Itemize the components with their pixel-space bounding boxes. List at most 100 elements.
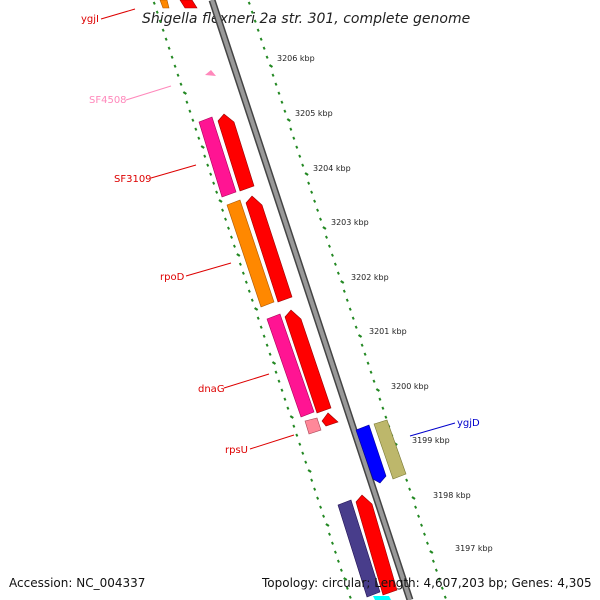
left-ruler-tick [206, 163, 210, 167]
right-ruler-tick [360, 343, 364, 347]
right-ruler-tick [250, 10, 254, 14]
left-ruler-tick [304, 460, 308, 464]
right-ruler-tick [283, 109, 287, 113]
right-ruler-tick [330, 253, 334, 257]
left-ruler-tick [289, 415, 294, 419]
left-ruler-tick [307, 469, 312, 473]
left-ruler-tick [238, 262, 242, 266]
gene-label-ygjD[interactable]: ygjD [457, 418, 480, 429]
right-ruler-tick [405, 478, 409, 482]
left-ruler-tick [227, 226, 231, 230]
right-ruler-tick [443, 595, 447, 599]
right-ruler-tick [351, 316, 355, 320]
right-ruler-tick [437, 577, 441, 581]
ruler-track [152, 1, 447, 599]
right-ruler-tick [381, 406, 385, 410]
left-ruler-tick [310, 478, 314, 482]
right-ruler-tick [414, 505, 418, 509]
left-ruler-tick [274, 370, 278, 374]
left-ruler-tick [262, 334, 266, 338]
gene-red-2[interactable] [217, 113, 255, 192]
gene-orange-top[interactable] [159, 0, 170, 9]
right-ruler-tick [271, 73, 275, 77]
gene-ygjD[interactable] [373, 419, 407, 480]
gene-blue[interactable] [355, 424, 387, 484]
gene-red-5[interactable] [321, 412, 339, 427]
right-ruler-tick [369, 370, 373, 374]
right-ruler-tick [304, 172, 309, 176]
ruler-label-3206: 3206 kbp [277, 54, 315, 63]
left-ruler-tick [292, 424, 296, 428]
right-ruler-tick [277, 91, 281, 95]
ruler-label-3203: 3203 kbp [331, 218, 369, 227]
gene-label-rpoD[interactable]: rpoD [160, 272, 185, 283]
right-ruler-tick [280, 100, 284, 104]
gene-cyan-bottom[interactable] [373, 596, 391, 600]
right-ruler-tick [262, 46, 266, 50]
right-ruler-tick [357, 334, 363, 338]
left-ruler-tick [265, 343, 269, 347]
right-ruler-tick [265, 55, 269, 59]
ruler-label-3201: 3201 kbp [369, 327, 407, 336]
right-ruler-tick [440, 586, 444, 590]
right-ruler-tick [411, 496, 416, 500]
right-ruler-tick [366, 361, 370, 365]
left-ruler-tick [200, 145, 205, 149]
left-ruler-tick [215, 190, 219, 194]
left-ruler-tick [161, 28, 165, 32]
gene-red-4[interactable] [284, 309, 332, 414]
gene-features [159, 0, 407, 600]
gene-label-SF4508[interactable]: SF4508 [89, 95, 127, 106]
left-ruler-tick [197, 136, 201, 140]
right-ruler-tick [316, 208, 320, 212]
gene-rpoD[interactable] [226, 199, 275, 308]
left-ruler-tick [286, 406, 290, 410]
left-ruler-tick [336, 559, 340, 563]
ruler-label-3197: 3197 kbp [455, 544, 493, 553]
left-ruler-tick [339, 568, 343, 572]
gene-red-6[interactable] [355, 494, 398, 596]
gene-label-dnaG[interactable]: dnaG [198, 384, 225, 395]
gene-rpsU[interactable] [304, 417, 322, 435]
left-ruler-tick [176, 73, 180, 77]
left-ruler-tick [280, 388, 284, 392]
left-ruler-tick [333, 550, 337, 554]
right-ruler-tick [259, 37, 263, 41]
left-ruler-tick [325, 523, 330, 527]
right-ruler-tick [295, 145, 299, 149]
left-ruler-tick [271, 361, 277, 365]
right-ruler-tick [348, 307, 352, 311]
left-ruler-tick [167, 46, 171, 50]
right-ruler-tick [429, 550, 434, 554]
ruler-label-3199: 3199 kbp [412, 436, 450, 445]
right-ruler-tick [256, 28, 260, 32]
right-ruler-tick [378, 397, 382, 401]
left-ruler-tick [236, 253, 241, 257]
gene-label-ygjI[interactable]: ygjI [81, 14, 99, 25]
left-ruler-tick [182, 91, 187, 95]
left-ruler-tick [229, 235, 233, 239]
gene-label-SF3109[interactable]: SF3109 [114, 174, 152, 185]
left-ruler-tick [152, 1, 156, 5]
left-ruler-tick [244, 280, 248, 284]
left-ruler-tick [194, 127, 198, 131]
gene-red-top[interactable] [179, 0, 198, 9]
gene-red-3[interactable] [245, 195, 293, 303]
left-ruler-tick [224, 217, 228, 221]
left-ruler-tick [316, 496, 320, 500]
right-ruler-tick [333, 262, 337, 266]
gene-dnaG[interactable] [266, 313, 315, 418]
left-ruler-tick [212, 181, 216, 185]
right-ruler-tick [286, 118, 291, 122]
left-ruler-tick [256, 316, 260, 320]
genome-summary-text: Topology: circular; Length: 4,607,203 bp… [261, 576, 592, 590]
gene-SF3109[interactable] [198, 116, 237, 198]
gene-indigo[interactable] [337, 499, 381, 598]
gene-label-rpsU[interactable]: rpsU [225, 445, 248, 456]
gene-SF4508[interactable] [205, 70, 216, 76]
left-ruler-tick [155, 10, 159, 14]
left-ruler-tick [203, 154, 207, 158]
right-ruler-tick [336, 271, 340, 275]
left-ruler-tick [179, 82, 183, 86]
